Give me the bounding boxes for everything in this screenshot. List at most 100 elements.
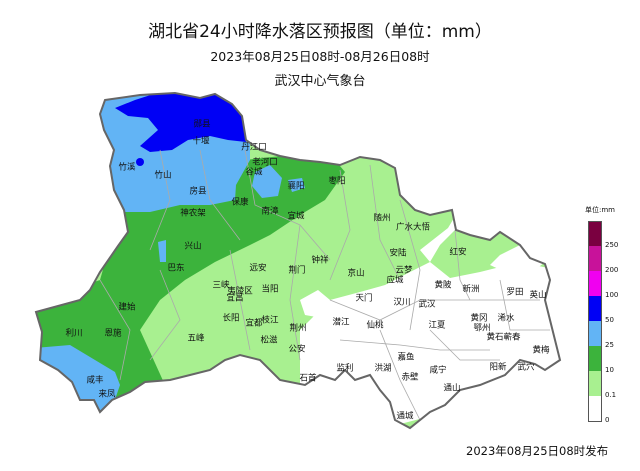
city-label: 荆州: [289, 323, 306, 334]
city-label: 竹溪: [118, 162, 136, 173]
legend-tick: 0.1: [605, 391, 617, 399]
legend: 单位:mm 250 200 100 50 25 10 0.1 0: [585, 205, 635, 435]
city-label: 宜城: [287, 211, 305, 222]
legend-tick: 10: [605, 366, 614, 374]
city-label: 黄梅: [532, 345, 550, 356]
city-label: 保康: [231, 197, 249, 208]
city-label: 随州: [373, 213, 390, 224]
legend-tick: 0: [605, 416, 610, 424]
legend-tick: 50: [605, 316, 614, 324]
forecast-period: 2023年08月25日08时-08月26日08时: [210, 49, 430, 64]
legend-tick: 100: [605, 291, 619, 299]
city-label: 十堰: [192, 136, 210, 147]
city-label: 监利: [336, 363, 353, 374]
city-label: 通城: [396, 411, 414, 422]
area-0-0.1-east: [420, 205, 460, 262]
legend-swatch: [588, 271, 602, 296]
city-label: 当阳: [261, 284, 278, 295]
legend-tick: 200: [605, 266, 619, 274]
area-25-50-sw: [36, 345, 120, 420]
city-label: 公安: [288, 344, 305, 355]
city-label: 石首: [299, 373, 317, 384]
legend-unit: 单位:mm: [585, 206, 615, 214]
city-label: 钟祥: [311, 255, 329, 266]
city-label: 洪湖: [374, 363, 391, 374]
county-boundaries: [99, 149, 550, 421]
city-label: 京山: [347, 268, 364, 279]
area-25-50-gucheng: [252, 165, 282, 198]
city-label: 蕲春: [503, 332, 521, 343]
area-0-0.1-jingzhou: [300, 290, 330, 318]
city-label: 利川: [65, 328, 82, 339]
legend-swatch: [588, 396, 602, 422]
city-label: 武穴: [517, 362, 535, 373]
area-50-100-zhuxi: [136, 158, 144, 166]
city-label: 罗田: [506, 288, 523, 298]
city-label: 鄂州: [473, 324, 490, 334]
legend-swatch: [588, 346, 602, 371]
city-label: 谷城: [245, 168, 263, 178]
area-10-25: [36, 155, 345, 420]
city-label: 潜江: [332, 317, 350, 328]
city-label: 夷陵区: [227, 286, 253, 297]
area-25-50-xiangyang: [288, 178, 305, 192]
legend-tick: 250: [605, 241, 619, 249]
city-label: 枝江: [261, 315, 279, 326]
city-label: 咸丰: [86, 375, 104, 386]
legend-swatch: [588, 296, 602, 321]
city-label: 郧县: [193, 120, 211, 130]
city-label: 汉川: [393, 298, 410, 308]
area-0-0.1-ne: [490, 245, 545, 272]
city-label: 巴东: [167, 263, 184, 274]
city-label: 兴山: [184, 241, 201, 252]
city-label: 浠水: [497, 313, 515, 324]
city-label: 南漳: [261, 206, 279, 217]
map-title: 湖北省24小时降水落区预报图（单位：mm）: [148, 22, 492, 42]
city-label: 江夏: [428, 321, 446, 331]
city-label: 五峰: [187, 333, 205, 344]
city-label: 安陆: [389, 248, 407, 259]
city-label: 宜昌: [226, 293, 243, 304]
city-label: 丹江口: [241, 143, 267, 153]
legend-swatch: [588, 221, 602, 247]
city-label: 枣阳: [328, 176, 345, 187]
city-label: 仙桃: [366, 320, 384, 331]
city-label: 阳新: [489, 362, 507, 373]
city-label: 广水大悟: [396, 222, 431, 233]
legend-swatch: [588, 321, 602, 346]
city-label: 黄陂: [434, 280, 452, 291]
legend-tick: 25: [605, 341, 614, 349]
city-label: 通山: [443, 383, 460, 394]
city-label: 长阳: [222, 313, 239, 324]
legend-swatch: [588, 371, 602, 396]
city-label: 房县: [189, 186, 207, 197]
city-label: 黄石: [486, 332, 503, 343]
city-label: 宜都: [245, 318, 263, 329]
city-label: 新洲: [462, 284, 479, 295]
city-label: 云梦: [395, 266, 413, 276]
city-label: 竹山: [154, 170, 171, 181]
city-label: 英山: [529, 290, 546, 301]
publish-time: 2023年08月25日08时发布: [466, 444, 609, 458]
legend-swatch: [588, 246, 602, 271]
city-label: 武汉: [418, 299, 436, 310]
city-label: 黄冈: [470, 313, 487, 324]
city-label: 红安: [449, 247, 466, 258]
city-label: 襄阳: [287, 181, 304, 192]
city-label: 来凤: [98, 390, 116, 400]
city-label: 咸宁: [429, 365, 446, 376]
city-label: 神农架: [180, 208, 206, 219]
city-label: 应城: [386, 275, 404, 286]
area-25-50-badong: [158, 240, 166, 262]
city-label: 松滋: [260, 335, 278, 346]
city-label: 老河口: [252, 157, 278, 168]
city-label: 远安: [249, 263, 266, 274]
province-outline: [34, 91, 562, 430]
city-label: 荆门: [288, 265, 305, 276]
city-label: 嘉鱼: [397, 352, 414, 363]
city-label: 三峡: [212, 280, 230, 291]
city-label: 恩施: [104, 328, 122, 339]
